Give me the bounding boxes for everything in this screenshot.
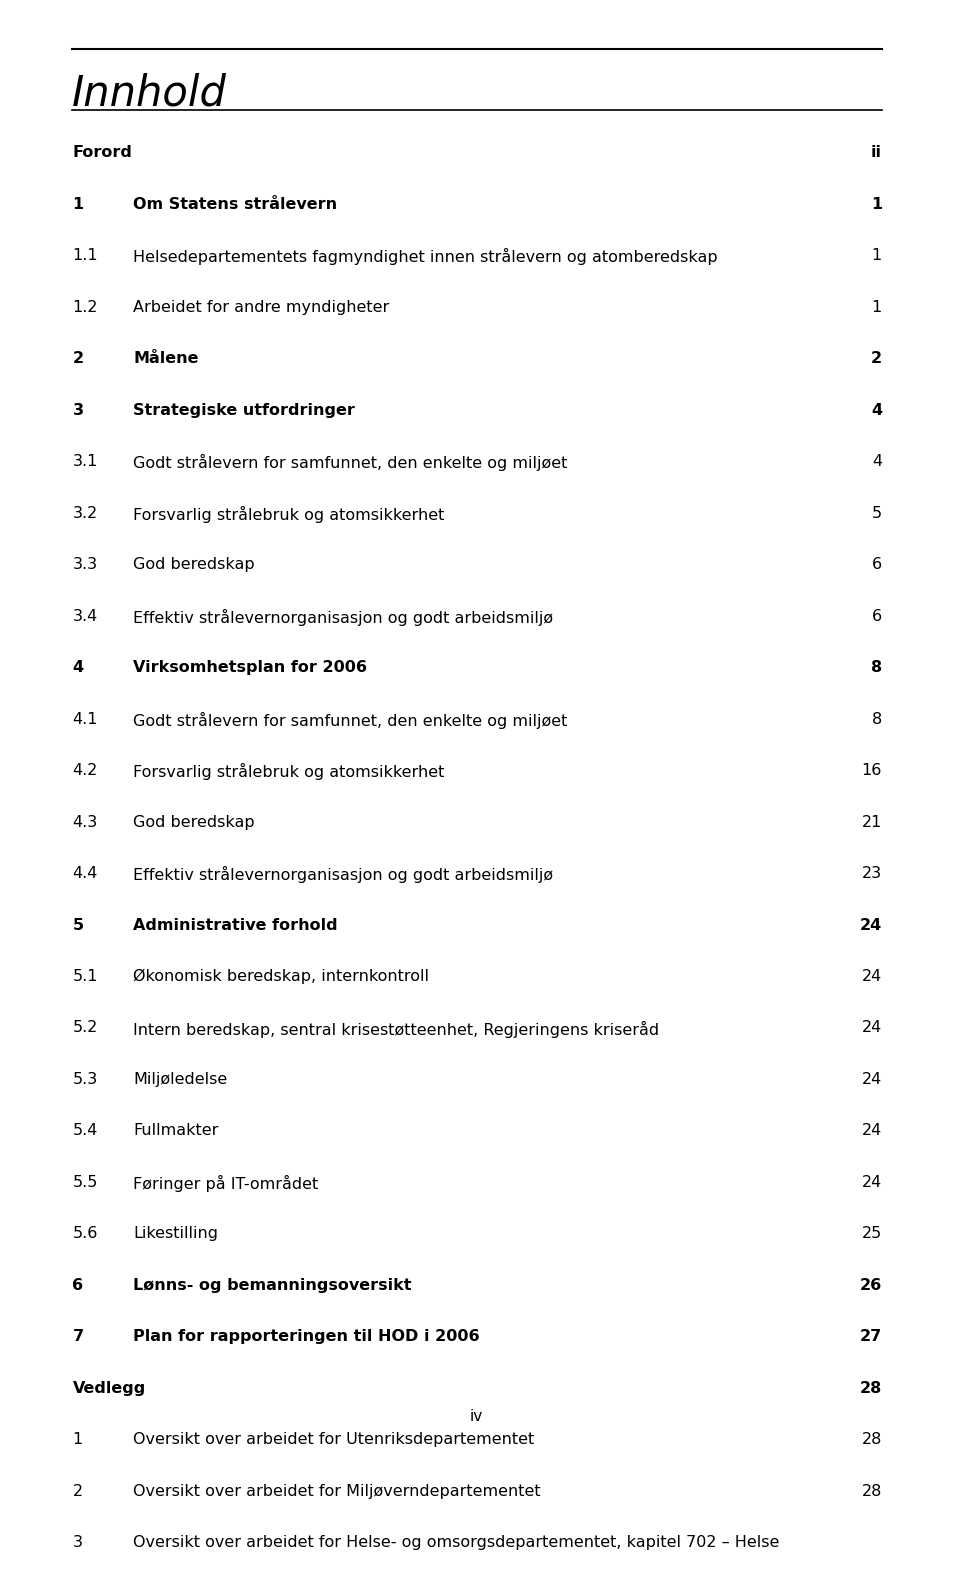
Text: Målene: Målene xyxy=(133,351,199,367)
Text: 6: 6 xyxy=(72,1277,84,1293)
Text: Økonomisk beredskap, internkontroll: Økonomisk beredskap, internkontroll xyxy=(133,969,429,985)
Text: Helsedepartementets fagmyndighet innen strålevern og atomberedskap: Helsedepartementets fagmyndighet innen s… xyxy=(133,249,718,266)
Text: ii: ii xyxy=(871,145,882,160)
Text: 4.4: 4.4 xyxy=(72,867,98,881)
Text: God beredskap: God beredskap xyxy=(133,815,255,829)
Text: Effektiv strålevernorganisasjon og godt arbeidsmiljø: Effektiv strålevernorganisasjon og godt … xyxy=(133,609,554,626)
Text: 1: 1 xyxy=(72,1433,83,1447)
Text: 3.4: 3.4 xyxy=(72,609,98,623)
Text: iv: iv xyxy=(470,1409,483,1425)
Text: Plan for rapporteringen til HOD i 2006: Plan for rapporteringen til HOD i 2006 xyxy=(133,1329,480,1345)
Text: 4.2: 4.2 xyxy=(72,763,98,779)
Text: 3.3: 3.3 xyxy=(72,557,98,573)
Text: 24: 24 xyxy=(862,1123,882,1139)
Text: 5.5: 5.5 xyxy=(72,1175,98,1191)
Text: 3: 3 xyxy=(72,403,84,417)
Text: 7: 7 xyxy=(72,1329,84,1345)
Text: 1.1: 1.1 xyxy=(72,249,98,263)
Text: 4: 4 xyxy=(871,403,882,417)
Text: 23: 23 xyxy=(862,867,882,881)
Text: 3.1: 3.1 xyxy=(72,455,98,469)
Text: 16: 16 xyxy=(861,763,882,779)
Text: Forord: Forord xyxy=(72,145,132,160)
Text: Likestilling: Likestilling xyxy=(133,1227,219,1241)
Text: 25: 25 xyxy=(862,1227,882,1241)
Text: 3: 3 xyxy=(72,1535,83,1551)
Text: 4.1: 4.1 xyxy=(72,711,98,727)
Text: 4: 4 xyxy=(872,455,882,469)
Text: Oversikt over arbeidet for Miljøverndepartementet: Oversikt over arbeidet for Miljøverndepa… xyxy=(133,1483,541,1499)
Text: Lønns- og bemanningsoversikt: Lønns- og bemanningsoversikt xyxy=(133,1277,412,1293)
Text: Forsvarlig strålebruk og atomsikkerhet: Forsvarlig strålebruk og atomsikkerhet xyxy=(133,505,444,522)
Text: 5: 5 xyxy=(872,505,882,521)
Text: Effektiv strålevernorganisasjon og godt arbeidsmiljø: Effektiv strålevernorganisasjon og godt … xyxy=(133,867,554,882)
Text: 28: 28 xyxy=(861,1433,882,1447)
Text: Virksomhetsplan for 2006: Virksomhetsplan for 2006 xyxy=(133,661,368,675)
Text: Om Statens strålevern: Om Statens strålevern xyxy=(133,197,338,211)
Text: 1.2: 1.2 xyxy=(72,299,98,315)
Text: Administrative forhold: Administrative forhold xyxy=(133,917,338,933)
Text: 28: 28 xyxy=(861,1483,882,1499)
Text: 6: 6 xyxy=(872,609,882,623)
Text: 28: 28 xyxy=(860,1381,882,1395)
Text: 5.4: 5.4 xyxy=(72,1123,98,1139)
Text: 1: 1 xyxy=(72,197,84,211)
Text: 5: 5 xyxy=(72,917,84,933)
Text: 24: 24 xyxy=(862,969,882,985)
Text: Strategiske utfordringer: Strategiske utfordringer xyxy=(133,403,355,417)
Text: 4.3: 4.3 xyxy=(72,815,98,829)
Text: Vedlegg: Vedlegg xyxy=(72,1381,146,1395)
Text: Oversikt over arbeidet for Utenriksdepartementet: Oversikt over arbeidet for Utenriksdepar… xyxy=(133,1433,535,1447)
Text: Godt strålevern for samfunnet, den enkelte og miljøet: Godt strålevern for samfunnet, den enkel… xyxy=(133,711,568,728)
Text: Intern beredskap, sentral krisestøtteenhet, Regjeringens kriseråd: Intern beredskap, sentral krisestøtteenh… xyxy=(133,1021,660,1038)
Text: Forsvarlig strålebruk og atomsikkerhet: Forsvarlig strålebruk og atomsikkerhet xyxy=(133,763,444,780)
Text: 2: 2 xyxy=(72,351,84,367)
Text: 24: 24 xyxy=(860,917,882,933)
Text: God beredskap: God beredskap xyxy=(133,557,255,573)
Text: Fullmakter: Fullmakter xyxy=(133,1123,219,1139)
Text: Arbeidet for andre myndigheter: Arbeidet for andre myndigheter xyxy=(133,299,390,315)
Text: 1: 1 xyxy=(872,249,882,263)
Text: Innhold: Innhold xyxy=(71,72,227,115)
Text: 27: 27 xyxy=(860,1329,882,1345)
Text: 8: 8 xyxy=(871,661,882,675)
Text: 5.1: 5.1 xyxy=(72,969,98,985)
Text: 2: 2 xyxy=(871,351,882,367)
Text: 8: 8 xyxy=(872,711,882,727)
Text: 6: 6 xyxy=(872,557,882,573)
Text: Miljøledelse: Miljøledelse xyxy=(133,1071,228,1087)
Text: 24: 24 xyxy=(862,1071,882,1087)
Text: 2: 2 xyxy=(72,1483,83,1499)
Text: 5.2: 5.2 xyxy=(72,1021,98,1035)
Text: Oversikt over arbeidet for Helse- og omsorgsdepartementet, kapitel 702 – Helse: Oversikt over arbeidet for Helse- og oms… xyxy=(133,1535,780,1551)
Text: 26: 26 xyxy=(860,1277,882,1293)
Text: 21: 21 xyxy=(861,815,882,829)
Text: 3.2: 3.2 xyxy=(72,505,98,521)
Text: 5.6: 5.6 xyxy=(72,1227,98,1241)
Text: 1: 1 xyxy=(871,197,882,211)
Text: 1: 1 xyxy=(872,299,882,315)
Text: 5.3: 5.3 xyxy=(72,1071,98,1087)
Text: Føringer på IT-området: Føringer på IT-området xyxy=(133,1175,319,1192)
Text: 24: 24 xyxy=(862,1175,882,1191)
Text: 4: 4 xyxy=(72,661,84,675)
Text: Godt strålevern for samfunnet, den enkelte og miljøet: Godt strålevern for samfunnet, den enkel… xyxy=(133,455,568,470)
Text: 24: 24 xyxy=(862,1021,882,1035)
